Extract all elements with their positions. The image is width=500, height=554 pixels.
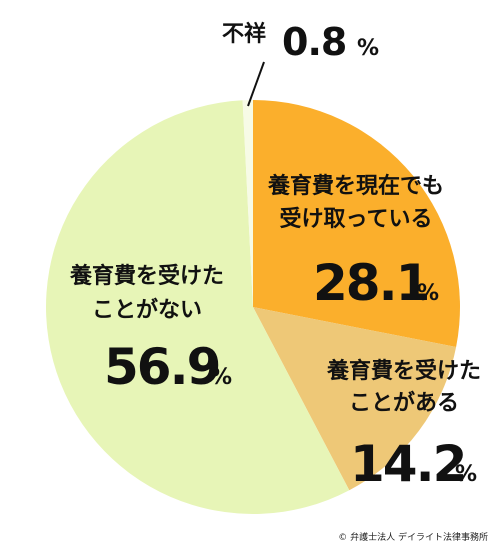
slice-label-unknown: 不祥 0.8 % [222, 20, 379, 64]
slice-0-label-line-2: 受け取っている [280, 206, 433, 232]
slice-2-value: 56.9 [104, 338, 219, 396]
slice-0-label-line-1: 養育費を現在でも [268, 173, 444, 199]
pie-slice-3 [242, 100, 253, 307]
slice-2-unit: % [210, 365, 232, 390]
credit-text: © 弁護士法人 デイライト法律事務所 [338, 531, 488, 543]
slice-3-value: 0.8 [282, 20, 346, 64]
slice-1-unit: % [455, 462, 477, 487]
slice-1-value: 14.2 [350, 435, 465, 493]
pie-slice-1 [253, 307, 457, 491]
slice-2-label-line-2: ことがない [92, 297, 202, 323]
slice-0-value: 28.1 [313, 254, 428, 312]
slice-1-label-line-1: 養育費を受けた [327, 358, 481, 384]
slice-3-label: 不祥 [222, 21, 266, 47]
slice-1-label-line-2: ことがある [349, 390, 459, 416]
leader-line-unknown [247, 61, 265, 107]
slice-0-unit: % [417, 281, 439, 306]
slice-3-unit: % [357, 36, 379, 61]
slice-label-currently-receiving: 養育費を現在でも 受け取っている 28.1 % [268, 173, 444, 312]
slice-label-never-received: 養育費を受けた ことがない 56.9 % [70, 263, 232, 396]
slice-2-label-line-1: 養育費を受けた [70, 263, 224, 289]
pie-slices [46, 99, 461, 514]
pie-slice-2 [46, 100, 350, 514]
pie-slice-0 [253, 99, 461, 348]
slice-label-previously-received: 養育費を受けた ことがある 14.2 % [327, 358, 481, 493]
